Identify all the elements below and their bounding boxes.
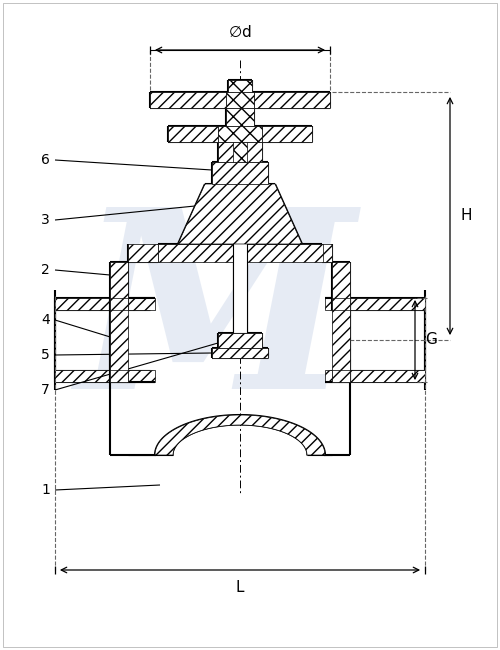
Text: L: L: [236, 580, 244, 595]
Bar: [325, 298, 425, 310]
Bar: [218, 126, 262, 142]
Text: 5: 5: [41, 348, 50, 362]
Polygon shape: [110, 415, 350, 455]
Bar: [150, 92, 226, 108]
Bar: [226, 108, 254, 126]
Bar: [168, 126, 218, 142]
Bar: [233, 142, 247, 162]
Text: 2: 2: [41, 263, 50, 277]
Bar: [55, 370, 155, 382]
Polygon shape: [178, 184, 302, 244]
Polygon shape: [110, 244, 158, 382]
Bar: [332, 370, 350, 382]
Text: $\varnothing$d: $\varnothing$d: [228, 24, 252, 40]
Bar: [226, 92, 254, 108]
Text: 4: 4: [41, 313, 50, 327]
Text: 1: 1: [41, 483, 50, 497]
Polygon shape: [322, 244, 350, 382]
Bar: [254, 92, 330, 108]
Bar: [332, 298, 350, 310]
Bar: [218, 142, 262, 162]
Bar: [325, 370, 425, 382]
Bar: [212, 162, 268, 184]
Text: H: H: [460, 209, 471, 224]
Text: 3: 3: [41, 213, 50, 227]
Bar: [55, 298, 155, 310]
Bar: [228, 80, 252, 92]
Bar: [262, 126, 312, 142]
Text: 7: 7: [41, 383, 50, 397]
Bar: [158, 244, 323, 262]
Text: M: M: [76, 199, 353, 441]
Bar: [218, 333, 262, 348]
Bar: [110, 298, 128, 310]
Text: G: G: [425, 333, 437, 348]
Text: 6: 6: [41, 153, 50, 167]
Bar: [212, 348, 268, 358]
Bar: [110, 370, 128, 382]
Bar: [233, 90, 247, 333]
